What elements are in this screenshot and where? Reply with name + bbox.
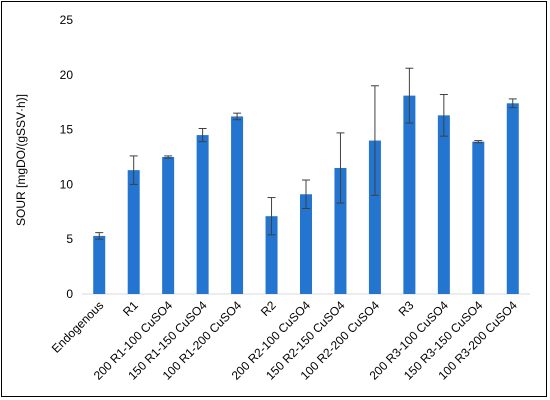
error-bar — [474, 140, 483, 144]
error-bar — [370, 85, 379, 196]
bar — [300, 194, 312, 294]
error-bar — [233, 112, 242, 121]
bars — [93, 95, 519, 295]
error-bars — [95, 67, 517, 240]
bar — [265, 216, 278, 294]
bar — [93, 235, 106, 294]
y-tick-label: 25 — [60, 13, 74, 27]
y-tick-label: 5 — [66, 232, 73, 246]
error-bar — [164, 155, 173, 159]
error-bar — [508, 98, 517, 109]
bar — [196, 135, 209, 294]
bar — [162, 157, 175, 294]
y-tick-label: 15 — [60, 123, 74, 137]
error-bar — [129, 155, 138, 185]
bar — [127, 170, 140, 294]
y-axis-ticks: 0 5 10 15 20 25 — [60, 13, 74, 301]
x-tick-label: R2 — [258, 298, 279, 319]
x-tick-label: R1 — [120, 298, 141, 319]
x-tick-label: Endogenous — [49, 298, 107, 356]
bar — [506, 103, 519, 295]
bar — [368, 140, 381, 294]
y-tick-label: 10 — [60, 177, 74, 191]
x-tick-label: R3 — [396, 298, 417, 319]
error-bar — [405, 67, 414, 124]
bar — [437, 115, 450, 295]
error-bar — [336, 132, 345, 204]
y-tick-label: 0 — [66, 287, 73, 301]
y-tick-label: 20 — [60, 68, 74, 82]
bar — [403, 95, 416, 295]
error-bar — [198, 128, 207, 143]
bar — [334, 167, 347, 294]
bar — [231, 116, 244, 294]
error-bar — [267, 197, 276, 236]
y-axis-title: SOUR [mgDO/(gSSV·h)] — [14, 94, 28, 226]
error-bar — [95, 232, 104, 240]
error-bar — [302, 179, 310, 210]
bar — [472, 141, 485, 294]
error-bar — [439, 94, 448, 137]
